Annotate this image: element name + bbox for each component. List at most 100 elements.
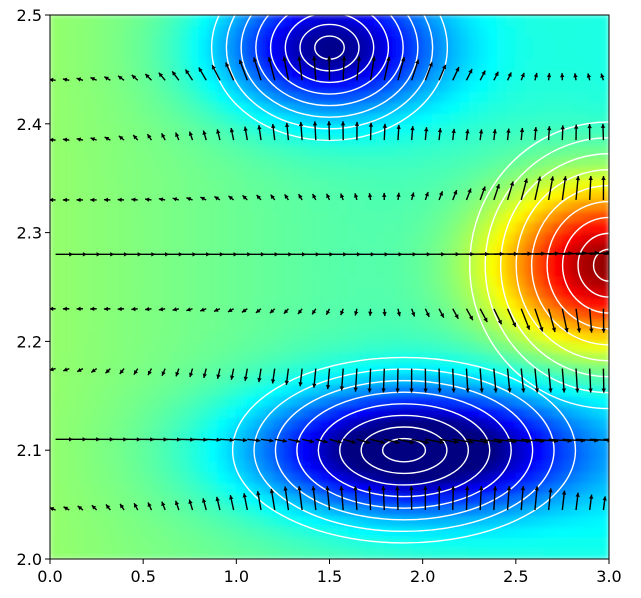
field-cell <box>179 514 191 527</box>
field-cell <box>235 319 247 332</box>
field-cell <box>198 536 209 549</box>
field-cell <box>552 427 563 440</box>
field-cell <box>207 351 219 364</box>
field-cell <box>105 210 116 223</box>
field-cell <box>235 134 247 147</box>
field-cell <box>533 427 545 440</box>
quiver-arrow-head <box>437 388 442 393</box>
field-cell <box>459 417 470 429</box>
field-cell <box>329 340 340 353</box>
field-cell <box>524 199 535 212</box>
y-tick-label: 2.0 <box>17 550 42 569</box>
quiver-arrow-head <box>453 190 458 195</box>
field-cell <box>114 286 126 299</box>
field-cell <box>422 90 433 103</box>
field-cell <box>124 417 135 429</box>
quiver-arrow-head <box>424 191 429 197</box>
field-cell <box>552 90 563 103</box>
field-cell <box>291 264 303 277</box>
field-cell <box>189 145 200 157</box>
field-cell <box>151 199 163 212</box>
field-cell <box>394 166 405 179</box>
quiver-arrow-head <box>455 67 460 72</box>
field-cell <box>170 221 181 234</box>
field-cell <box>291 362 303 375</box>
field-cell <box>571 36 582 49</box>
field-cell <box>366 330 377 342</box>
quiver-arrow-head <box>90 137 96 142</box>
field-cell <box>533 188 545 201</box>
field-cell <box>105 242 116 255</box>
field-cell <box>142 79 153 92</box>
quiver-arrow-head <box>50 77 54 83</box>
quiver-arrow-head <box>539 327 544 332</box>
field-cell <box>496 210 508 223</box>
quiver-arrow-head <box>409 388 414 393</box>
field-cell <box>384 253 396 266</box>
quiver-arrow-head <box>175 132 180 138</box>
field-cell <box>366 79 377 92</box>
field-cell <box>422 319 433 332</box>
field-cell <box>282 155 293 168</box>
color-field <box>50 15 609 559</box>
field-cell <box>207 514 219 527</box>
field-cell <box>114 166 126 179</box>
field-cell <box>459 395 470 408</box>
field-cell <box>58 36 70 49</box>
field-cell <box>133 155 144 168</box>
quiver-arrow-head <box>145 306 150 312</box>
quiver-arrow-head <box>437 128 443 133</box>
field-cell <box>338 177 349 190</box>
field-cell <box>198 101 209 114</box>
field-cell <box>589 340 601 353</box>
field-cell <box>179 504 191 516</box>
field-cell <box>189 395 200 408</box>
field-cell <box>291 188 303 201</box>
field-cell <box>86 340 98 353</box>
field-cell <box>561 525 573 538</box>
field-cell <box>114 15 126 27</box>
field-cell <box>599 36 609 49</box>
field-cell <box>226 286 237 299</box>
field-cell <box>403 449 414 462</box>
field-cell <box>133 493 144 506</box>
quiver-arrow-head <box>242 493 247 498</box>
field-cell <box>422 155 433 168</box>
field-cell <box>319 47 330 60</box>
field-cell <box>217 253 228 266</box>
field-cell <box>506 384 517 397</box>
field-cell <box>589 427 601 440</box>
field-cell <box>496 155 508 168</box>
field-cell <box>179 25 191 38</box>
field-cell <box>366 145 377 157</box>
field-cell <box>142 373 153 386</box>
field-cell <box>96 449 107 462</box>
field-cell <box>375 15 386 27</box>
field-cell <box>189 264 200 277</box>
field-cell <box>86 460 98 473</box>
field-cell <box>161 90 172 103</box>
field-cell <box>207 15 219 27</box>
field-cell <box>347 297 358 310</box>
field-cell <box>310 525 321 538</box>
field-cell <box>384 47 396 60</box>
field-cell <box>86 275 98 288</box>
field-cell <box>151 340 163 353</box>
field-cell <box>599 395 609 408</box>
field-cell <box>273 384 284 397</box>
field-cell <box>245 460 256 473</box>
field-cell <box>440 15 452 27</box>
field-cell <box>440 373 452 386</box>
field-cell <box>384 438 396 451</box>
field-cell <box>468 297 480 310</box>
field-cell <box>487 460 498 473</box>
field-cell <box>422 297 433 310</box>
field-cell <box>533 221 545 234</box>
field-cell <box>161 79 172 92</box>
field-cell <box>254 514 265 527</box>
field-cell <box>561 536 573 549</box>
field-cell <box>77 188 88 201</box>
field-cell <box>114 90 126 103</box>
field-cell <box>207 493 219 506</box>
field-cell <box>431 264 442 277</box>
